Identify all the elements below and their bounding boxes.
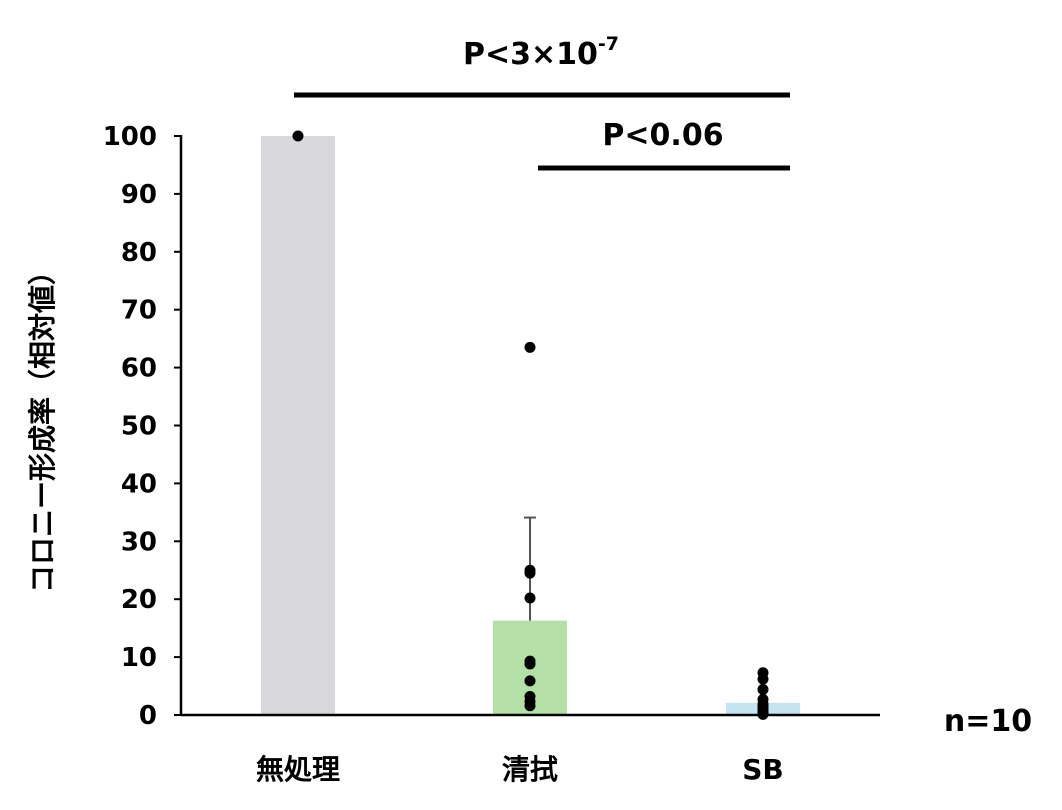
y-tick-label-90: 90 xyxy=(121,180,157,210)
y-axis-title: コロニー形成率（相対値） xyxy=(26,257,59,593)
y-tick-label-10: 10 xyxy=(121,643,157,673)
y-tick-label-70: 70 xyxy=(121,296,157,326)
bar-1 xyxy=(261,136,335,715)
p-value-label-2: P<0.06 xyxy=(602,118,723,153)
category-label-1: 無処理 xyxy=(256,753,340,786)
category-label-2: 清拭 xyxy=(502,753,558,786)
y-tick-label-20: 20 xyxy=(121,585,157,615)
data-point-3-2 xyxy=(757,673,769,685)
sample-size-label: n=10 xyxy=(944,704,1032,739)
y-tick-label-0: 0 xyxy=(139,701,157,731)
p-value-label-1-exponent: -7 xyxy=(598,33,619,55)
y-tick-label-60: 60 xyxy=(121,354,157,384)
p-value-label-1: P<3×10-7 xyxy=(463,33,619,72)
data-point-2-1 xyxy=(524,341,536,353)
data-point-2-4 xyxy=(524,592,536,604)
data-point-3-3 xyxy=(757,684,769,696)
y-tick-label-80: 80 xyxy=(121,238,157,268)
y-tick-label-40: 40 xyxy=(121,469,157,499)
p-value-label-1-main: P<3×10 xyxy=(463,37,598,72)
y-tick-label-50: 50 xyxy=(121,412,157,442)
data-point-2-7 xyxy=(524,675,536,687)
category-label-3: SB xyxy=(742,753,784,786)
y-tick-label-100: 100 xyxy=(103,122,157,152)
data-point-2-3 xyxy=(524,567,536,579)
data-point-2-10 xyxy=(524,700,536,712)
data-point-1-1 xyxy=(292,130,304,142)
data-point-2-6 xyxy=(524,658,536,670)
y-tick-label-30: 30 xyxy=(121,527,157,557)
